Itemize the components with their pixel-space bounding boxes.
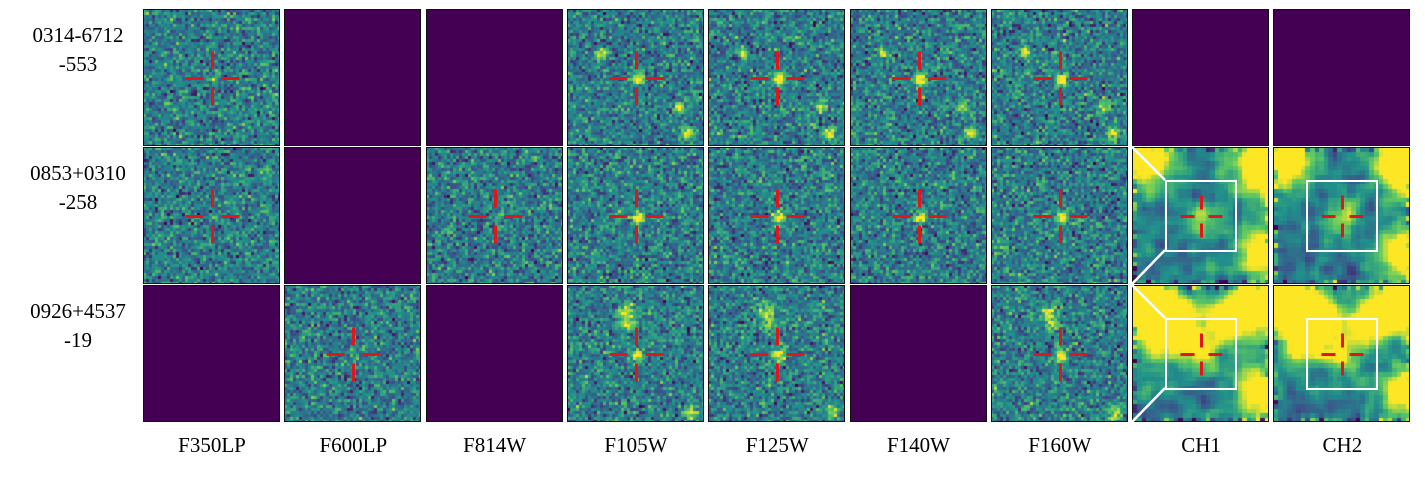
- filter-label: CH1: [1181, 433, 1221, 457]
- filter-label: F350LP: [178, 433, 246, 457]
- cutout-panel-noise: [143, 147, 280, 284]
- image-cutout: [568, 286, 703, 421]
- cutout-panel-irac: [1273, 147, 1410, 284]
- filter-label: F105W: [604, 433, 668, 457]
- cutout-panel-irac: [1132, 285, 1269, 422]
- image-cutout: [285, 286, 420, 421]
- object-id-line2: -553: [58, 52, 98, 76]
- cutout-panel-source: [708, 285, 845, 422]
- cutout-panel-source: [850, 147, 987, 284]
- image-cutout: [144, 10, 279, 145]
- image-cutout: [709, 148, 844, 283]
- object-id-line1: 0853+0310: [30, 161, 126, 185]
- cutout-panel-source: [991, 285, 1128, 422]
- cutout-panel-source: [991, 147, 1128, 284]
- cutout-panel-source: [567, 147, 704, 284]
- image-cutout: [427, 148, 562, 283]
- cutout-panel-noise: [143, 9, 280, 146]
- cutout-panel-empty: [143, 285, 280, 422]
- image-cutout: [568, 10, 703, 145]
- object-id-line1: 0926+4537: [30, 299, 126, 323]
- image-cutout: [992, 10, 1127, 145]
- cutout-panel-irac: [1132, 147, 1269, 284]
- object-id-label: 0314-6712 -553: [8, 21, 148, 79]
- cutout-panel-source: [991, 9, 1128, 146]
- image-cutout: [992, 286, 1127, 421]
- filter-label: CH2: [1322, 433, 1363, 457]
- cutout-panel-empty: [426, 285, 563, 422]
- cutout-panel-source: [850, 9, 987, 146]
- filter-label: F140W: [887, 433, 950, 457]
- object-id-label: 0853+0310 -258: [8, 159, 148, 217]
- cutout-panel-noise: [426, 147, 563, 284]
- cutout-panel-noise: [284, 285, 421, 422]
- filter-label: F600LP: [319, 433, 388, 457]
- cutout-panel-empty: [850, 285, 987, 422]
- filter-label: F160W: [1028, 433, 1092, 457]
- object-id-line2: -19: [64, 328, 92, 352]
- image-cutout: [1274, 286, 1409, 421]
- image-cutout: [1133, 148, 1268, 283]
- image-cutout: [1274, 148, 1409, 283]
- cutout-panel-empty: [426, 9, 563, 146]
- cutout-panel-irac: [1273, 285, 1410, 422]
- image-cutout: [144, 148, 279, 283]
- image-cutout: [851, 148, 986, 283]
- cutout-panel-empty: [284, 9, 421, 146]
- image-cutout: [568, 148, 703, 283]
- image-cutout: [992, 148, 1127, 283]
- cutout-panel-source: [708, 9, 845, 146]
- image-cutout: [709, 286, 844, 421]
- image-cutout: [1133, 286, 1268, 421]
- cutout-panel-empty: [1273, 9, 1410, 146]
- object-id-line2: -258: [58, 190, 98, 214]
- image-cutout: [851, 10, 986, 145]
- cutout-panel-source: [567, 9, 704, 146]
- cutout-panel-empty: [1132, 9, 1269, 146]
- cutout-panel-source: [567, 285, 704, 422]
- filter-label: F125W: [745, 433, 809, 457]
- object-id-line1: 0314-6712: [32, 23, 124, 47]
- object-id-label: 0926+4537 -19: [8, 297, 148, 355]
- cutout-panel-empty: [284, 147, 421, 284]
- filter-label: F814W: [463, 433, 527, 457]
- cutout-panel-source: [708, 147, 845, 284]
- image-cutout: [709, 10, 844, 145]
